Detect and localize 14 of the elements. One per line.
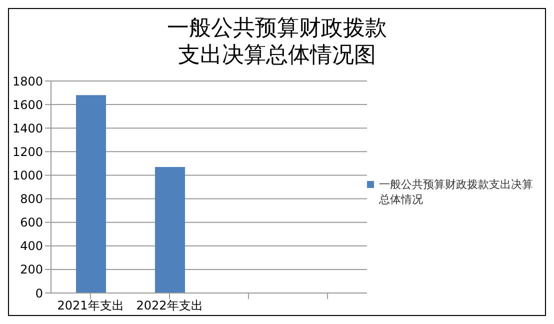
y-tick-label: 800 <box>20 192 43 206</box>
x-tick-label: 2022年支出 <box>136 298 203 313</box>
y-tick-label: 1600 <box>12 98 43 112</box>
x-tick-label: 2021年支出 <box>57 298 124 313</box>
y-tick-label: 1800 <box>12 74 43 88</box>
y-tick-label: 1000 <box>12 168 43 182</box>
y-tick-label: 1400 <box>12 121 43 136</box>
legend-label: 一般公共预算财政拨款支出决算总体情况 <box>379 177 534 207</box>
y-tick-label: 1200 <box>12 144 43 159</box>
chart-title: 一般公共预算财政拨款支出决算总体情况图 <box>166 15 388 69</box>
y-tick-label: 400 <box>20 239 43 254</box>
y-tick-label: 600 <box>20 216 43 230</box>
y-tick-label: 0 <box>35 286 43 300</box>
y-tick-label: 200 <box>20 262 43 277</box>
